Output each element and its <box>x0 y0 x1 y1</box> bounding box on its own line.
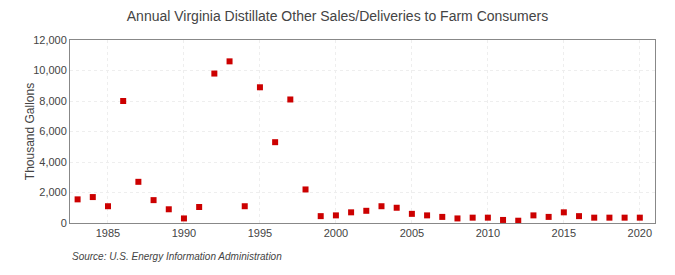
svg-text:2000: 2000 <box>324 227 348 239</box>
svg-text:2005: 2005 <box>400 227 424 239</box>
svg-text:10,000: 10,000 <box>33 64 67 76</box>
svg-text:2010: 2010 <box>476 227 500 239</box>
svg-text:8,000: 8,000 <box>39 95 67 107</box>
svg-text:1985: 1985 <box>96 227 120 239</box>
svg-text:6,000: 6,000 <box>39 125 67 137</box>
svg-text:1990: 1990 <box>172 227 196 239</box>
svg-text:Thousand Gallons: Thousand Gallons <box>23 83 37 180</box>
svg-text:Source: U.S. Energy Informatio: Source: U.S. Energy Information Administ… <box>72 251 282 262</box>
svg-text:0: 0 <box>61 217 67 229</box>
svg-text:2020: 2020 <box>628 227 652 239</box>
svg-text:1995: 1995 <box>248 227 272 239</box>
svg-text:12,000: 12,000 <box>33 34 67 46</box>
svg-text:Annual Virginia Distillate Oth: Annual Virginia Distillate Other Sales/D… <box>127 8 548 24</box>
svg-text:2,000: 2,000 <box>39 186 67 198</box>
svg-text:2015: 2015 <box>552 227 576 239</box>
svg-text:4,000: 4,000 <box>39 156 67 168</box>
